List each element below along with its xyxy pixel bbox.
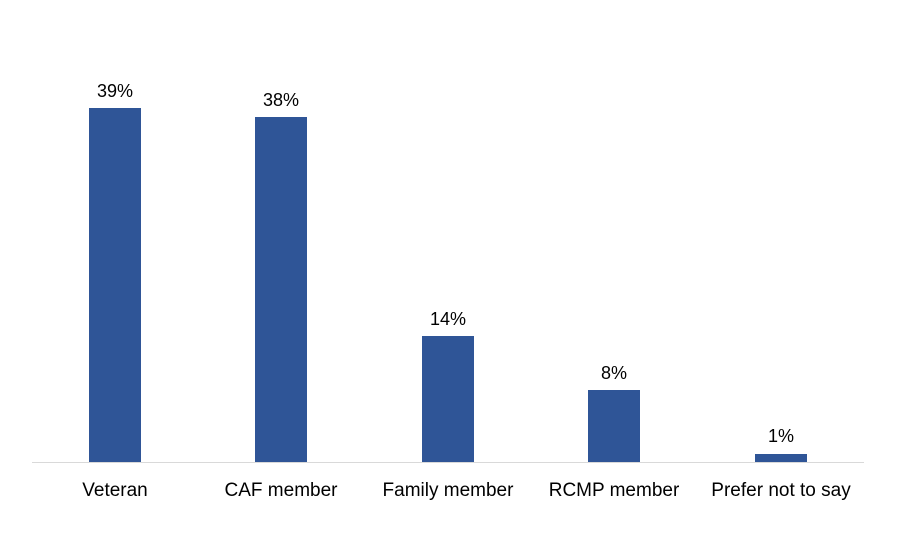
category-label-rcmp-member: RCMP member [548, 480, 680, 501]
value-label-family-member: 14% [429, 309, 467, 329]
category-label-caf-member: CAF member [224, 480, 338, 501]
bar-caf-member [255, 117, 307, 462]
category-label-prefer-not-to-say: Prefer not to say [711, 480, 851, 501]
bar-rcmp-member [588, 390, 640, 462]
value-label-rcmp-member: 8% [600, 363, 627, 383]
value-label-prefer-not-to-say: 1% [767, 426, 794, 446]
x-axis-line [32, 462, 864, 463]
category-label-veteran: Veteran [82, 480, 148, 501]
value-label-caf-member: 38% [262, 90, 300, 110]
value-label-veteran: 39% [96, 81, 134, 101]
category-label-family-member: Family member [382, 480, 514, 501]
bar-family-member [422, 336, 474, 462]
bar-veteran [89, 108, 141, 462]
bar-prefer-not-to-say [755, 454, 807, 462]
